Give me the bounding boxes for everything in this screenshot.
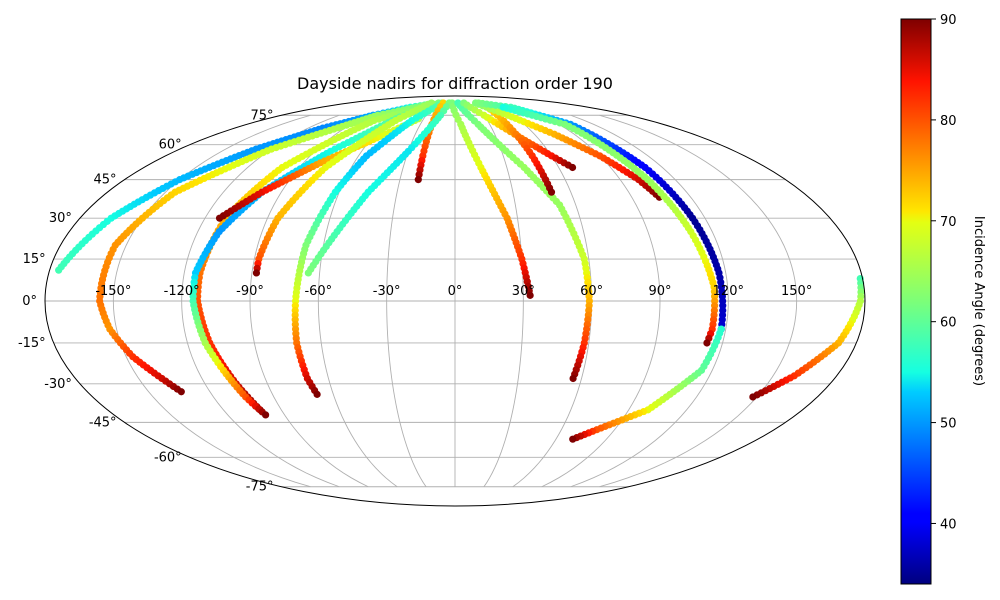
- map-boundary: [44, 95, 866, 507]
- latitude-tick-label: 30°: [49, 211, 72, 226]
- data-point: [703, 339, 711, 347]
- longitude-tick-label: 120°: [713, 284, 744, 299]
- latitude-tick-label: -60°: [154, 450, 182, 465]
- colorbar-tick-label: 50: [940, 417, 957, 432]
- latitude-tick-label: 60°: [159, 138, 182, 153]
- latitude-tick-labels: 75° 60° 45° 30° 15° 0° -15° -30° -45° -60° -75°: [18, 108, 274, 494]
- colorbar-tick-label: 70: [940, 215, 957, 230]
- data-point: [414, 176, 422, 184]
- chart-title: Dayside nadirs for diffraction order 190: [297, 74, 613, 93]
- data-point: [569, 374, 577, 383]
- data-point: [749, 393, 757, 401]
- colorbar-tick-label: 40: [940, 517, 957, 532]
- longitude-tick-label: -150°: [95, 284, 131, 299]
- data-point: [177, 388, 185, 396]
- longitude-tick-label: 30°: [512, 284, 535, 299]
- data-point: [252, 269, 261, 277]
- colorbar: 40 50 60 70 80 90 Incidence Angle (degrees): [900, 13, 986, 585]
- graticule: [45, 114, 865, 488]
- colorbar-label: Incidence Angle (degrees): [971, 216, 986, 386]
- latitude-tick-label: 45°: [94, 173, 117, 188]
- longitude-tick-label: -120°: [164, 284, 200, 299]
- longitude-tick-label: 60°: [580, 284, 603, 299]
- longitude-tick-label: 90°: [648, 284, 671, 299]
- latitude-tick-label: -15°: [18, 336, 46, 351]
- data-point: [569, 435, 577, 443]
- data-points: [55, 99, 865, 443]
- latitude-tick-label: -30°: [44, 377, 72, 392]
- data-point: [568, 163, 577, 172]
- latitude-tick-label: 15°: [23, 252, 46, 267]
- latitude-tick-label: 75°: [250, 108, 273, 123]
- longitude-tick-label: 0°: [448, 284, 463, 299]
- data-point: [547, 188, 556, 196]
- longitude-tick-label: -90°: [236, 284, 264, 299]
- longitude-tick-label: -30°: [373, 284, 401, 299]
- longitude-tick-label: 150°: [781, 284, 812, 299]
- colorbar-tick-label: 60: [940, 316, 957, 331]
- data-point: [526, 291, 534, 299]
- colorbar-tick-label: 90: [940, 13, 957, 28]
- longitude-tick-labels: -150° -120° -90° -60° -30° 0° 30° 60° 90° 120° 150…: [95, 284, 812, 299]
- data-point: [313, 390, 321, 398]
- data-point: [262, 411, 270, 419]
- colorbar-gradient: [900, 18, 932, 585]
- latitude-tick-label: -45°: [89, 415, 117, 430]
- colorbar-tick-label: 80: [940, 114, 957, 129]
- latitude-tick-label: 0°: [22, 294, 37, 309]
- colorbar-ticks: 40 50 60 70 80 90: [931, 13, 957, 532]
- longitude-tick-label: -60°: [304, 284, 332, 299]
- latitude-tick-label: -75°: [246, 480, 274, 495]
- data-point: [304, 269, 312, 277]
